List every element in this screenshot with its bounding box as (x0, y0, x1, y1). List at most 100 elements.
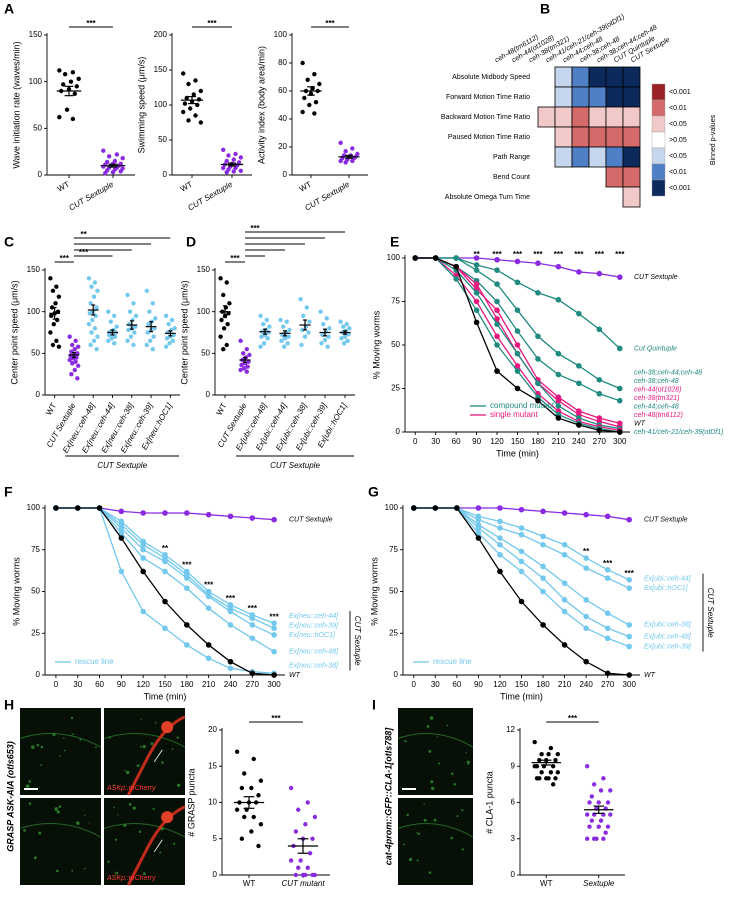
micrograph (398, 798, 473, 885)
data-point (350, 146, 355, 151)
data-point (101, 164, 106, 169)
data-point (249, 635, 256, 642)
fluorescence (143, 872, 146, 876)
data-point (535, 380, 541, 387)
data-point (576, 422, 582, 428)
series-label: CUT Sextuple (644, 517, 688, 524)
x-tick-label: CUT mutant (281, 879, 325, 888)
data-point (324, 316, 329, 321)
data-point (144, 288, 150, 294)
data-point (555, 770, 560, 775)
significance-label: *** (595, 250, 605, 259)
data-point (601, 836, 606, 841)
heatmap-cell (622, 66, 641, 88)
fluorescence (416, 859, 419, 862)
data-point (233, 165, 238, 171)
x-tick-label: 120 (490, 437, 504, 446)
data-point (518, 558, 525, 565)
data-point (163, 344, 169, 349)
heatmap-cell (622, 186, 641, 208)
y-tick-label: 50 (31, 348, 40, 357)
data-point (604, 575, 611, 581)
fluorescence (117, 814, 119, 816)
fluorescence (446, 724, 449, 727)
fluorescence (23, 829, 26, 832)
data-point (238, 168, 243, 173)
series-label: ceh-41/ceh-21/ceh-39(otDf1) (634, 429, 724, 436)
data-point (205, 593, 212, 600)
data-point (299, 342, 304, 348)
fluorescence (429, 716, 434, 720)
data-point (603, 830, 608, 835)
data-point (281, 324, 286, 329)
group-label: CUT Sextuple (706, 588, 715, 638)
panel-letter: C (4, 234, 14, 250)
data-point (140, 546, 146, 553)
data-point (150, 346, 155, 352)
heatmap-cell (605, 86, 624, 108)
data-point (162, 625, 168, 632)
legend-label: rescue line (75, 657, 114, 666)
fluorescence (31, 745, 35, 749)
data-point (302, 334, 308, 339)
data-point (604, 610, 611, 617)
data-point (233, 151, 238, 157)
data-point (118, 525, 125, 531)
data-point (514, 279, 521, 286)
data-point (127, 309, 133, 314)
fluorescence (403, 843, 405, 846)
data-point (89, 284, 94, 289)
data-point (514, 385, 521, 392)
data-point (540, 575, 546, 581)
heatmap-cell (588, 66, 607, 88)
data-point (473, 307, 480, 314)
heatmap-cell (622, 166, 641, 188)
data-point (162, 558, 168, 565)
data-point (144, 342, 150, 348)
data-point (87, 311, 93, 316)
fluorescence (159, 851, 162, 854)
legend-swatch (651, 179, 666, 197)
legend-label: rescue line (433, 657, 472, 666)
data-point (184, 95, 189, 101)
data-point (205, 655, 212, 662)
data-point (224, 342, 229, 348)
data-point (70, 70, 76, 75)
significance-label: *** (86, 19, 96, 28)
data-point (307, 102, 312, 108)
series-line (413, 507, 630, 589)
data-point (218, 276, 223, 281)
y-tick-label: 50 (201, 348, 210, 357)
data-point (518, 548, 525, 555)
y-tick-label: 75 (391, 297, 400, 306)
fluorescence (423, 818, 427, 822)
data-point (475, 535, 482, 541)
data-point (239, 836, 245, 841)
legend-swatch (651, 163, 666, 181)
data-point (73, 338, 78, 344)
data-point (497, 551, 503, 558)
data-point (345, 338, 350, 344)
data-point (497, 505, 503, 511)
y-tick-label: 100 (387, 253, 401, 262)
data-point (350, 158, 355, 164)
data-point (453, 276, 459, 282)
neurite (19, 733, 102, 748)
x-tick-label: 90 (474, 680, 483, 689)
data-point (514, 307, 521, 314)
data-point (300, 872, 306, 878)
y-axis-label: % Moving worms (11, 557, 21, 626)
y-tick-label: 3 (511, 834, 516, 843)
arrow (153, 749, 163, 763)
x-tick-label: 60 (452, 680, 461, 689)
data-point (249, 785, 254, 791)
fluorescence (25, 784, 30, 788)
fluorescence (71, 869, 74, 872)
data-point (53, 505, 59, 511)
significance-label: *** (79, 248, 89, 257)
data-point (114, 152, 120, 157)
data-point (131, 301, 136, 306)
data-point (540, 508, 546, 515)
x-tick-label: WT (44, 401, 58, 416)
fluorescence (406, 813, 409, 817)
